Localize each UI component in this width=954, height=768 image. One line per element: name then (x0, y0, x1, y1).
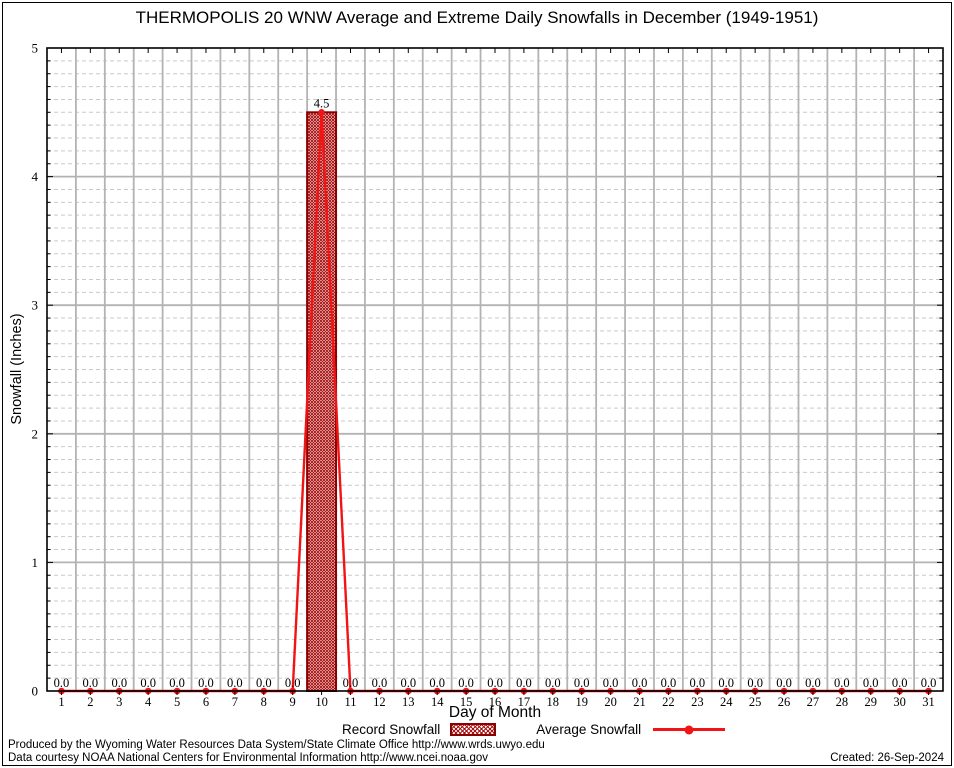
data-label: 0.0 (198, 676, 214, 690)
x-tick-label: 24 (720, 695, 733, 709)
x-tick-label: 7 (232, 695, 238, 709)
chart-title: THERMOPOLIS 20 WNW Average and Extreme D… (135, 8, 819, 27)
x-tick-label: 21 (633, 695, 646, 709)
x-tick-labels: 1 2 3 4 5 6 7 8 9 10 11 12 13 14 15 16 17 18 19 20 21 22 23 24 2… (58, 695, 934, 709)
data-label: 0.0 (747, 676, 763, 690)
y-tick-label: 1 (32, 555, 39, 570)
created-date: Created: 26-Sep-2024 (830, 752, 944, 764)
data-label: 0.0 (400, 676, 416, 690)
x-tick-label: 15 (460, 695, 473, 709)
data-label: 0.0 (718, 676, 734, 690)
record-snowfall-bars (306, 111, 338, 693)
x-tick-label: 8 (261, 695, 267, 709)
data-label: 0.0 (516, 676, 532, 690)
x-tick-label: 10 (315, 695, 328, 709)
data-label: 0.0 (111, 676, 127, 690)
legend-average-label: Average Snowfall (536, 722, 642, 737)
footer-produced-by: Produced by the Wyoming Water Resources … (8, 739, 545, 751)
y-tick-label: 5 (32, 41, 39, 56)
x-tick-label: 23 (691, 695, 704, 709)
data-label: 0.0 (429, 676, 445, 690)
data-label: 0.0 (545, 676, 561, 690)
x-axis-title: Day of Month (448, 704, 542, 721)
chart-legend: Record Snowfall Average Snowfall (342, 722, 726, 737)
x-tick-label: 11 (344, 695, 356, 709)
data-label: 0.0 (343, 676, 359, 690)
axis-ticks (47, 47, 943, 695)
x-tick-label: 2 (87, 695, 93, 709)
average-marker (318, 109, 325, 116)
legend-average-line (653, 725, 726, 734)
x-tick-label: 30 (893, 695, 906, 709)
data-label: 0.0 (776, 676, 792, 690)
x-tick-label: 6 (203, 695, 209, 709)
horizontal-minor-gridlines (47, 60, 943, 679)
legend-average-marker-icon (684, 725, 694, 734)
data-label: 0.0 (458, 676, 474, 690)
x-tick-label: 4 (145, 695, 152, 709)
x-tick-label: 13 (402, 695, 415, 709)
x-tick-label: 26 (778, 695, 791, 709)
x-tick-label: 12 (373, 695, 386, 709)
y-tick-label: 3 (32, 298, 39, 313)
x-tick-label: 17 (518, 695, 531, 709)
x-tick-label: 22 (662, 695, 675, 709)
horizontal-major-gridlines (47, 175, 943, 564)
data-label: 4.5 (314, 96, 330, 110)
x-tick-label: 27 (807, 695, 820, 709)
y-axis-title: Snowfall (Inches) (9, 313, 25, 425)
x-tick-label: 5 (174, 695, 180, 709)
data-label: 0.0 (661, 676, 677, 690)
y-tick-label: 2 (32, 426, 39, 441)
x-tick-label: 19 (575, 695, 588, 709)
data-label: 0.0 (256, 676, 272, 690)
footer-data-courtesy: Data courtesy NOAA National Centers for … (8, 752, 489, 764)
data-label: 0.0 (690, 676, 706, 690)
data-label: 0.0 (54, 676, 70, 690)
x-tick-label: 25 (749, 695, 762, 709)
x-tick-label: 14 (431, 695, 444, 709)
x-tick-label: 20 (604, 695, 617, 709)
x-tick-label: 3 (116, 695, 122, 709)
x-tick-label: 1 (58, 695, 64, 709)
data-label: 0.0 (863, 676, 879, 690)
data-label: 0.0 (574, 676, 590, 690)
x-tick-label: 31 (922, 695, 935, 709)
x-tick-label: 16 (489, 695, 502, 709)
data-label: 0.0 (372, 676, 388, 690)
data-label: 0.0 (603, 676, 619, 690)
legend-record-swatch (450, 723, 497, 736)
x-tick-label: 18 (547, 695, 560, 709)
data-label: 0.0 (227, 676, 243, 690)
average-snowfall-line (58, 109, 932, 695)
y-tick-labels: 0 1 2 3 4 5 (32, 41, 39, 699)
x-tick-label: 29 (864, 695, 877, 709)
legend-record-label: Record Snowfall (342, 722, 441, 737)
y-tick-label: 4 (32, 169, 39, 184)
data-label: 0.0 (805, 676, 821, 690)
data-label: 0.0 (140, 676, 156, 690)
data-label: 0.0 (487, 676, 503, 690)
data-label: 0.0 (83, 676, 99, 690)
y-tick-label: 0 (32, 684, 39, 699)
data-label: 0.0 (285, 676, 301, 690)
data-label: 0.0 (834, 676, 850, 690)
data-labels: 0.0 0.0 0.0 0.0 0.0 0.0 0.0 0.0 0.0 4.5 0.0 0.0 0.0 0… (54, 96, 937, 690)
data-label: 0.0 (632, 676, 648, 690)
x-tick-label: 9 (290, 695, 296, 709)
data-label: 0.0 (892, 676, 908, 690)
x-tick-label: 28 (836, 695, 849, 709)
data-label: 0.0 (169, 676, 185, 690)
data-label: 0.0 (921, 676, 937, 690)
record-bar-day-10 (306, 111, 338, 693)
